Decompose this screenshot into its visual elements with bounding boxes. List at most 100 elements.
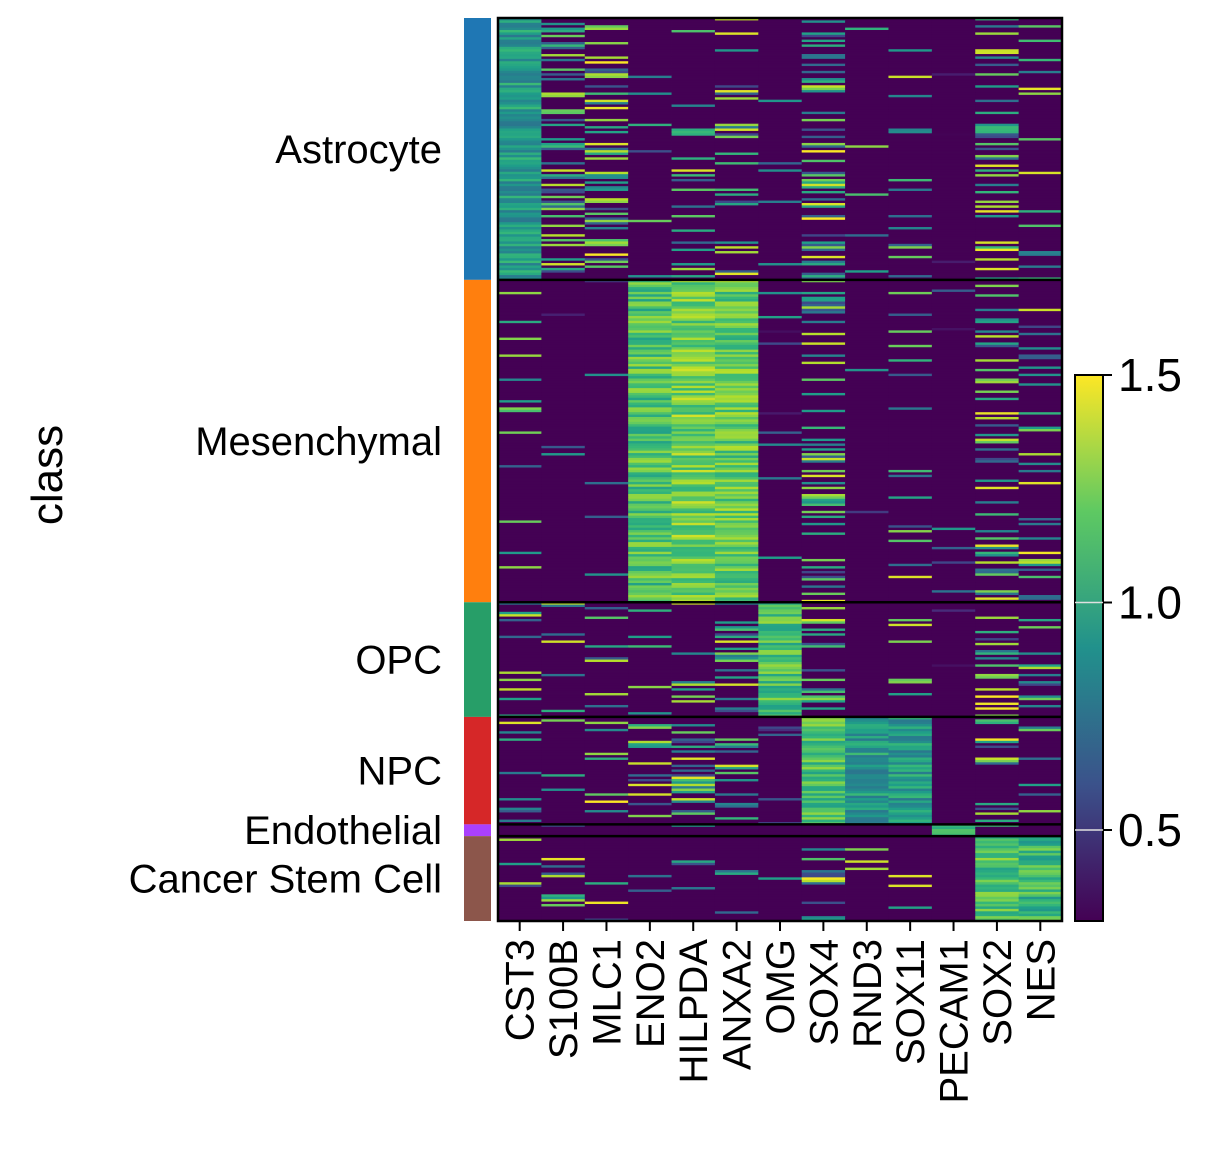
heatmap-cell — [801, 20, 846, 24]
heatmap-cell — [801, 193, 846, 197]
heatmap-cell — [584, 441, 629, 444]
heatmap-cell — [975, 419, 1020, 423]
heatmap-cell — [584, 152, 629, 156]
heatmap-cell — [758, 243, 803, 247]
heatmap-cell — [758, 421, 803, 425]
heatmap-cell — [498, 97, 542, 101]
heatmap-cell — [931, 738, 976, 742]
heatmap-cell — [541, 616, 586, 620]
heatmap-cell — [801, 855, 846, 859]
heatmap-cell — [975, 217, 1020, 221]
heatmap-cell — [628, 39, 672, 43]
heatmap-cell — [801, 645, 846, 649]
heatmap-cell — [801, 640, 846, 644]
heatmap-cell — [714, 645, 759, 649]
heatmap-cell — [845, 810, 889, 813]
heatmap-cell — [628, 501, 672, 505]
heatmap-cell — [1018, 296, 1063, 300]
heatmap-cell — [975, 783, 1020, 787]
heatmap-cell — [888, 70, 933, 74]
heatmap-cell — [584, 210, 629, 213]
heatmap-cell — [888, 757, 933, 761]
heatmap-cell — [714, 838, 759, 842]
heatmap-cell — [1018, 546, 1063, 550]
heatmap-cell — [758, 222, 803, 226]
heatmap-cell — [758, 87, 803, 91]
heatmap-cell — [758, 616, 803, 620]
heatmap-cell — [584, 645, 629, 649]
heatmap-cell — [888, 251, 933, 254]
heatmap-cell — [931, 539, 976, 543]
heatmap-cell — [931, 652, 976, 656]
heatmap-cell — [628, 217, 672, 221]
heatmap-cell — [801, 563, 846, 567]
heatmap-cell — [931, 568, 976, 572]
colorbar-gradient — [1074, 374, 1104, 922]
heatmap-cell — [714, 554, 759, 557]
heatmap-cell — [628, 515, 672, 519]
heatmap-cell — [714, 582, 759, 586]
heatmap-cell — [975, 738, 1020, 742]
heatmap-cell — [1018, 817, 1063, 821]
heatmap-cell — [1018, 628, 1063, 632]
heatmap-cell — [584, 546, 629, 550]
heatmap-cell — [541, 311, 586, 314]
heatmap-cell — [975, 843, 1020, 847]
heatmap-cell — [714, 366, 759, 370]
heatmap-cell — [498, 22, 542, 26]
heatmap-cell — [1018, 327, 1063, 331]
heatmap-cell — [628, 810, 672, 813]
heatmap-cell — [714, 783, 759, 787]
heatmap-cell — [628, 102, 672, 105]
heatmap-cell — [541, 243, 586, 247]
group-separators — [498, 278, 1062, 838]
heatmap-cell — [671, 638, 716, 641]
heatmap-cell — [888, 20, 933, 24]
heatmap-cell — [845, 121, 889, 125]
heatmap-cell — [628, 805, 672, 809]
heatmap-cell — [1018, 236, 1063, 240]
heatmap-cell — [845, 311, 889, 314]
heatmap-cell — [541, 152, 586, 156]
heatmap-cell — [801, 224, 846, 228]
heatmap-cell — [671, 421, 716, 425]
heatmap-cell — [498, 491, 542, 495]
heatmap-cell — [628, 56, 672, 60]
heatmap-cell — [714, 590, 759, 594]
heatmap-cell — [758, 154, 803, 158]
heatmap-cell — [1018, 176, 1063, 180]
heatmap-cell — [498, 877, 542, 881]
heatmap-cell — [845, 840, 889, 844]
heatmap-cell — [931, 783, 976, 787]
heatmap-cell — [758, 486, 803, 490]
heatmap-cell — [758, 783, 803, 787]
heatmap-cell — [671, 109, 716, 113]
heatmap-cell — [541, 34, 586, 38]
heatmap-cell — [714, 496, 759, 500]
heatmap-cell — [628, 685, 672, 689]
heatmap-cell — [541, 904, 586, 907]
heatmap-cell — [975, 712, 1020, 715]
heatmap-cell — [845, 671, 889, 675]
heatmap-cell — [1018, 580, 1063, 584]
heatmap-cell — [801, 474, 846, 478]
heatmap-cell — [628, 913, 672, 917]
heatmap-cell — [714, 573, 759, 577]
heatmap-cell — [714, 162, 759, 165]
heatmap-cell — [628, 522, 672, 526]
heatmap-cell — [584, 18, 629, 21]
heatmap-cell — [801, 135, 846, 139]
heatmap-cell — [758, 688, 803, 692]
heatmap-cell — [628, 563, 672, 567]
heatmap-cell — [541, 676, 586, 680]
heatmap-cell — [1018, 604, 1063, 608]
heatmap-cell — [758, 793, 803, 797]
heatmap-cell — [498, 508, 542, 512]
heatmap-cell — [584, 640, 629, 644]
heatmap-cell — [714, 882, 759, 886]
heatmap-cell — [975, 291, 1020, 295]
heatmap-cell — [888, 318, 933, 322]
heatmap-cell — [845, 251, 889, 254]
heatmap-cell — [671, 282, 716, 286]
heatmap-cell — [628, 260, 672, 264]
